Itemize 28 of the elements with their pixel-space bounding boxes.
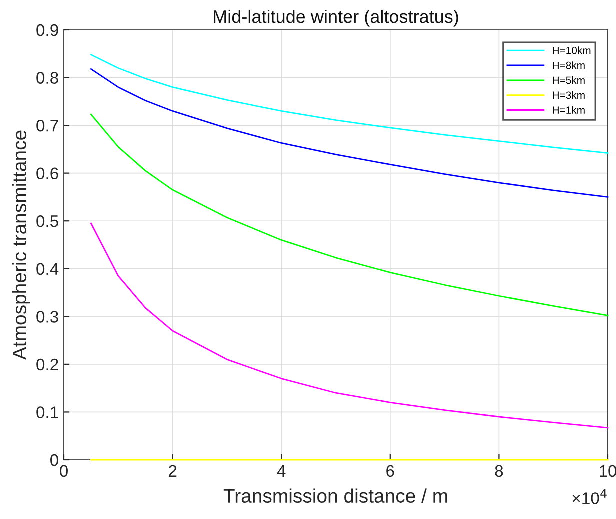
line-series [90, 114, 609, 316]
line-series [90, 68, 609, 198]
chart-title: Mid-latitude winter (altostratus) [214, 10, 458, 27]
legend-label: H=1km [553, 106, 585, 114]
x-tick-label: 2 [169, 465, 177, 477]
x-tick-label: 4 [277, 465, 286, 477]
legend-label: H=10km [553, 46, 591, 54]
legend-label: H=5km [553, 76, 585, 84]
x-tick-label: 0 [60, 465, 68, 478]
y-tick-label: 0.5 [36, 216, 58, 228]
line-series [90, 222, 609, 429]
y-tick-label: 0.7 [36, 120, 58, 132]
x-tick-label: 8 [495, 465, 504, 478]
y-tick-label: 0.9 [36, 24, 58, 36]
y-tick-label: 0.6 [36, 168, 58, 180]
legend-label: H=8km [553, 62, 585, 70]
y-tick-label: 0 [50, 454, 58, 466]
y-tick-label: 0.8 [36, 72, 58, 84]
line-series [90, 54, 609, 154]
text: ×10$^{4}$ [572, 489, 607, 504]
x-axis-title: Transmission distance / m [224, 488, 448, 504]
y-tick-label: 0.2 [36, 358, 58, 371]
y-tick-label: 0.4 [36, 263, 59, 276]
legend-label: H=3km [553, 91, 585, 100]
y-axis-title: Atmospheric transmittance [12, 130, 30, 360]
y-tick-label: 0.1 [36, 406, 58, 418]
x-tick-label: 6 [386, 465, 394, 478]
y-tick-label: 0.3 [36, 311, 58, 323]
